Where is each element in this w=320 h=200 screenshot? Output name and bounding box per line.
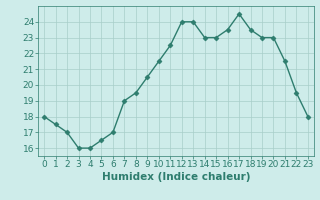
X-axis label: Humidex (Indice chaleur): Humidex (Indice chaleur) xyxy=(102,172,250,182)
